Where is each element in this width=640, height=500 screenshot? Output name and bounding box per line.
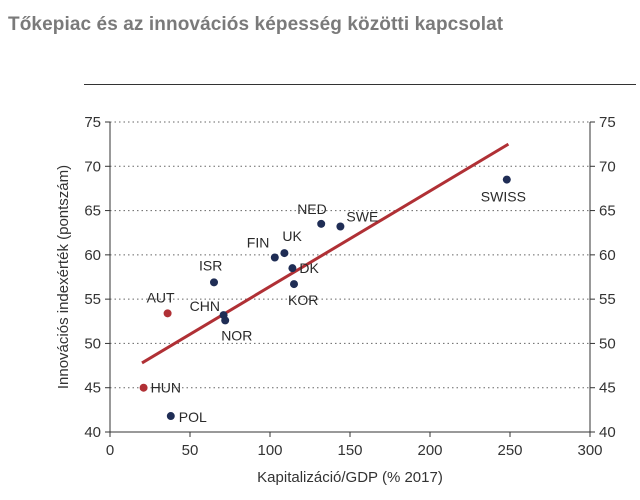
x-tick-label: 150	[337, 442, 362, 459]
point-label-nor: NOR	[221, 327, 252, 343]
y-axis-label: Innovációs indexérték (pontszám)	[55, 165, 72, 389]
y-tick-label-left: 40	[84, 424, 101, 441]
point-label-uk: UK	[282, 228, 302, 244]
data-point-kor	[290, 280, 298, 289]
chart-title: Tőkepiac és az innovációs képesség közöt…	[8, 14, 504, 35]
title-divider	[84, 84, 636, 85]
grid-lines	[110, 121, 590, 389]
y-tick-label-left: 60	[84, 247, 101, 264]
y-tick-label-right: 60	[599, 247, 616, 264]
point-label-ned: NED	[297, 201, 327, 217]
y-tick-label-right: 55	[599, 291, 616, 308]
data-points	[139, 175, 511, 421]
x-tick-label: 200	[417, 442, 442, 459]
data-point-aut	[163, 309, 172, 318]
x-tick-label: 100	[257, 442, 282, 459]
trendline	[141, 142, 510, 365]
data-point-fin	[270, 253, 279, 262]
x-tick-label: 300	[577, 442, 602, 459]
trendline-group	[141, 142, 510, 365]
y-tick-label-right: 75	[599, 114, 616, 131]
data-point-swiss	[502, 175, 511, 184]
point-label-chn: CHN	[190, 298, 220, 314]
y-tick-label-left: 55	[84, 291, 101, 308]
axes: 40 40 45 45 50 50 55 55 60 60 65 65 70 70 75 75 0 50 100 15…	[84, 114, 615, 459]
data-point-isr	[210, 278, 218, 287]
y-tick-label-left: 70	[84, 158, 101, 175]
point-label-hun: HUN	[151, 380, 181, 396]
x-tick-label: 50	[182, 442, 199, 459]
y-tick-label-right: 50	[599, 335, 616, 352]
point-label-dk: DK	[299, 260, 319, 276]
data-point-swe	[336, 222, 345, 231]
y-tick-label-right: 65	[599, 203, 616, 220]
x-tick-label: 250	[497, 442, 522, 459]
x-tick-label: 0	[106, 442, 114, 459]
point-label-aut: AUT	[147, 289, 175, 305]
data-point-nor	[221, 316, 230, 325]
point-label-isr: ISR	[199, 257, 222, 273]
y-tick-label-right: 70	[599, 158, 616, 175]
x-axis-label: Kapitalizáció/GDP (% 2017)	[257, 469, 443, 486]
y-tick-label-right: 40	[599, 424, 616, 441]
y-tick-label-left: 45	[84, 380, 101, 397]
point-label-pol: POL	[179, 409, 207, 425]
point-label-swe: SWE	[346, 209, 378, 225]
y-tick-label-right: 45	[599, 380, 616, 397]
data-point-ned	[317, 219, 326, 228]
point-label-swiss: SWISS	[481, 189, 526, 205]
point-label-fin: FIN	[247, 235, 270, 251]
point-label-kor: KOR	[288, 292, 318, 308]
data-point-uk	[280, 249, 289, 258]
y-tick-label-left: 50	[84, 335, 101, 352]
data-point-dk	[288, 264, 297, 273]
data-point-pol	[166, 412, 175, 421]
data-point-hun	[139, 383, 148, 392]
y-tick-label-left: 65	[84, 203, 101, 220]
y-tick-label-left: 75	[84, 114, 101, 131]
